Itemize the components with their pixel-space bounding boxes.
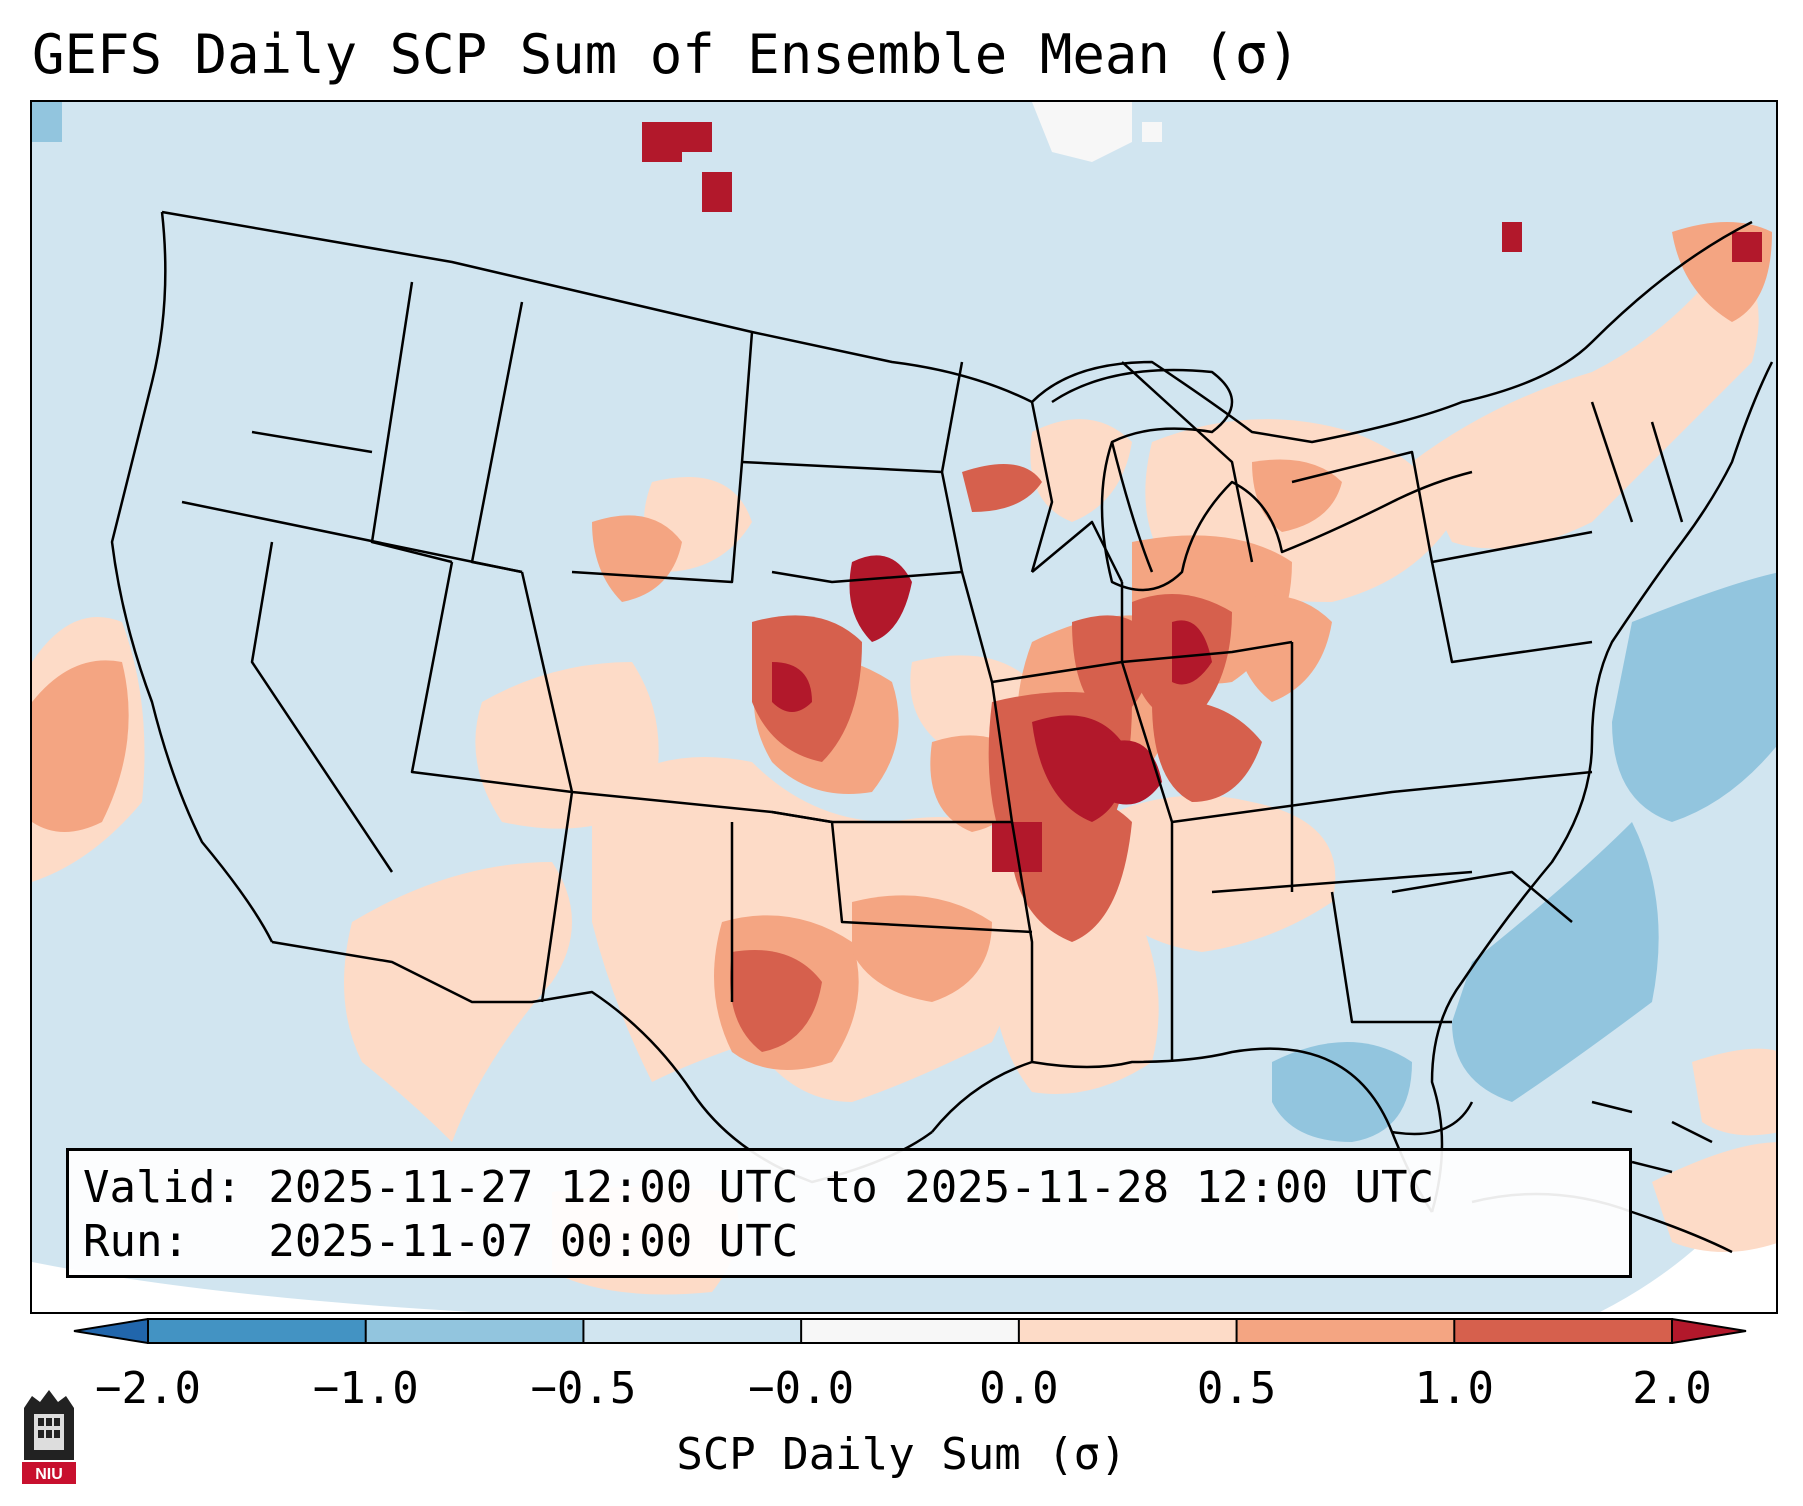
colorbar-segment <box>1236 1319 1455 1343</box>
anomaly-negative <box>32 102 1776 1142</box>
west-coast <box>110 211 274 943</box>
colorbar-segment <box>583 1319 802 1343</box>
colorbar-label: SCP Daily Sum (σ) <box>676 1429 1127 1480</box>
boundaries <box>110 210 1774 1254</box>
colorbar <box>73 1318 1747 1344</box>
validity-info-box: Valid: 2025-11-27 12:00 UTC to 2025-11-2… <box>66 1148 1632 1278</box>
colorbar-tick-label: 1.0 <box>1414 1363 1495 1414</box>
canada-border <box>161 210 1753 444</box>
map-panel <box>30 100 1778 1314</box>
colorbar-tick-label: −0.5 <box>530 1363 637 1414</box>
run-time-text: Run: 2025-11-07 00:00 UTC <box>83 1216 799 1267</box>
colorbar-tick-label: −2.0 <box>95 1363 201 1414</box>
niu-logo-icon: NIU <box>22 1390 76 1484</box>
colorbar-segments <box>73 1318 1747 1344</box>
colorbar-segment <box>801 1319 1020 1343</box>
logo-text: NIU <box>35 1466 63 1483</box>
florida <box>1391 1101 1474 1136</box>
colorbar-tick-label: −0.0 <box>748 1363 855 1414</box>
colorbar-tick-label: 0.5 <box>1196 1363 1277 1414</box>
valid-time-text: Valid: 2025-11-27 12:00 UTC to 2025-11-2… <box>83 1162 1435 1213</box>
anomaly-light-positive <box>32 252 1776 1295</box>
great-lakes <box>1051 368 1473 592</box>
map-svg <box>32 102 1776 1312</box>
map-offdomain-right <box>1599 1149 1776 1312</box>
chart-title: GEFS Daily SCP Sum of Ensemble Mean (σ) <box>32 23 1300 86</box>
map-offdomain-left <box>32 1262 473 1312</box>
colorbar-extend-low <box>73 1318 149 1344</box>
east-coast <box>1430 361 1774 1213</box>
gulf-coast <box>931 1047 1434 1213</box>
colorbar-tickmarks <box>147 1319 1673 1344</box>
colorbar-tick-label: 0.0 <box>979 1363 1059 1414</box>
colorbar-segment <box>365 1319 584 1343</box>
anomaly-neutral <box>1032 102 1162 162</box>
colorbar-segment <box>148 1319 367 1343</box>
colorbar-tick-label: 2.0 <box>1632 1363 1712 1414</box>
colorbar-tick-label: −1.0 <box>312 1363 419 1414</box>
colorbar-extend-high <box>1671 1318 1747 1344</box>
colorbar-segment <box>1018 1319 1238 1343</box>
colorbar-segment <box>1454 1319 1673 1343</box>
